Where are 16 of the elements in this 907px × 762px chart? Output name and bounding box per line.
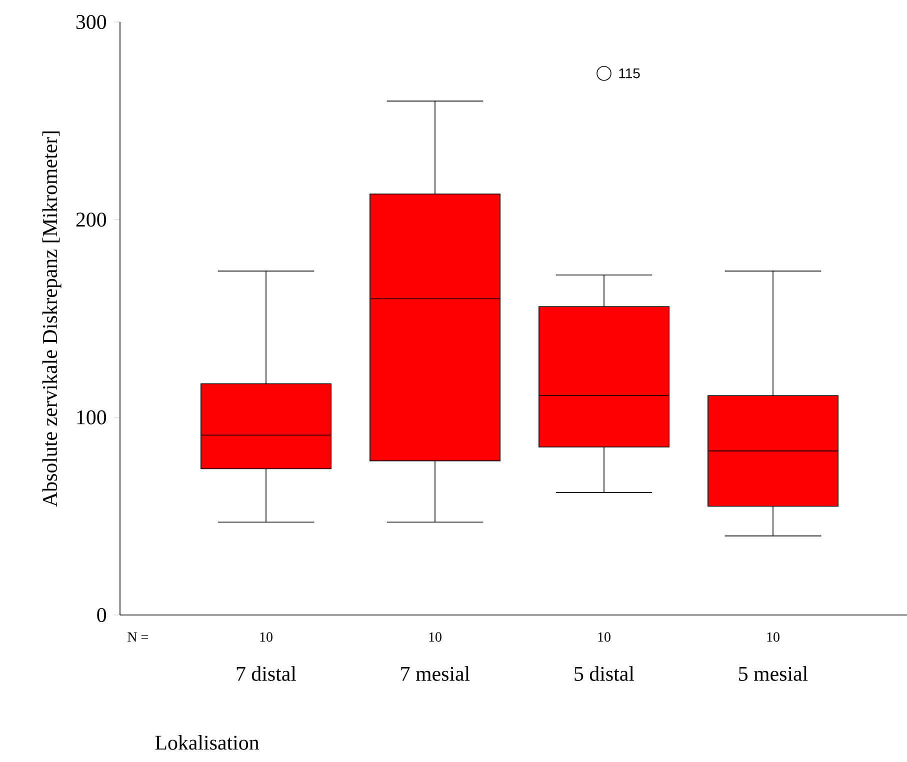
y-tick-label: 300: [76, 14, 106, 30]
x-tick-label: 5 mesial: [739, 666, 808, 681]
text: N =: [128, 632, 148, 642]
y-tick-label: 200: [76, 212, 106, 227]
text: 10: [429, 632, 442, 642]
text: 10: [260, 632, 272, 642]
y-tick-label: 0: [97, 608, 106, 622]
x-axis-title: Lokalisation: [155, 735, 260, 750]
x-tick-label: 7 mesial: [401, 666, 470, 681]
x-tick-label: 5 distal: [574, 666, 634, 681]
x-tick-label: 7 distal: [236, 666, 296, 681]
text: 10: [767, 632, 780, 642]
y-axis-title: Absolute zervikale Diskrepanz [Mikrometer]: [42, 132, 62, 507]
text: 10: [598, 632, 610, 642]
y-tick-label: 100: [77, 410, 106, 424]
annotation: 115: [619, 68, 640, 78]
